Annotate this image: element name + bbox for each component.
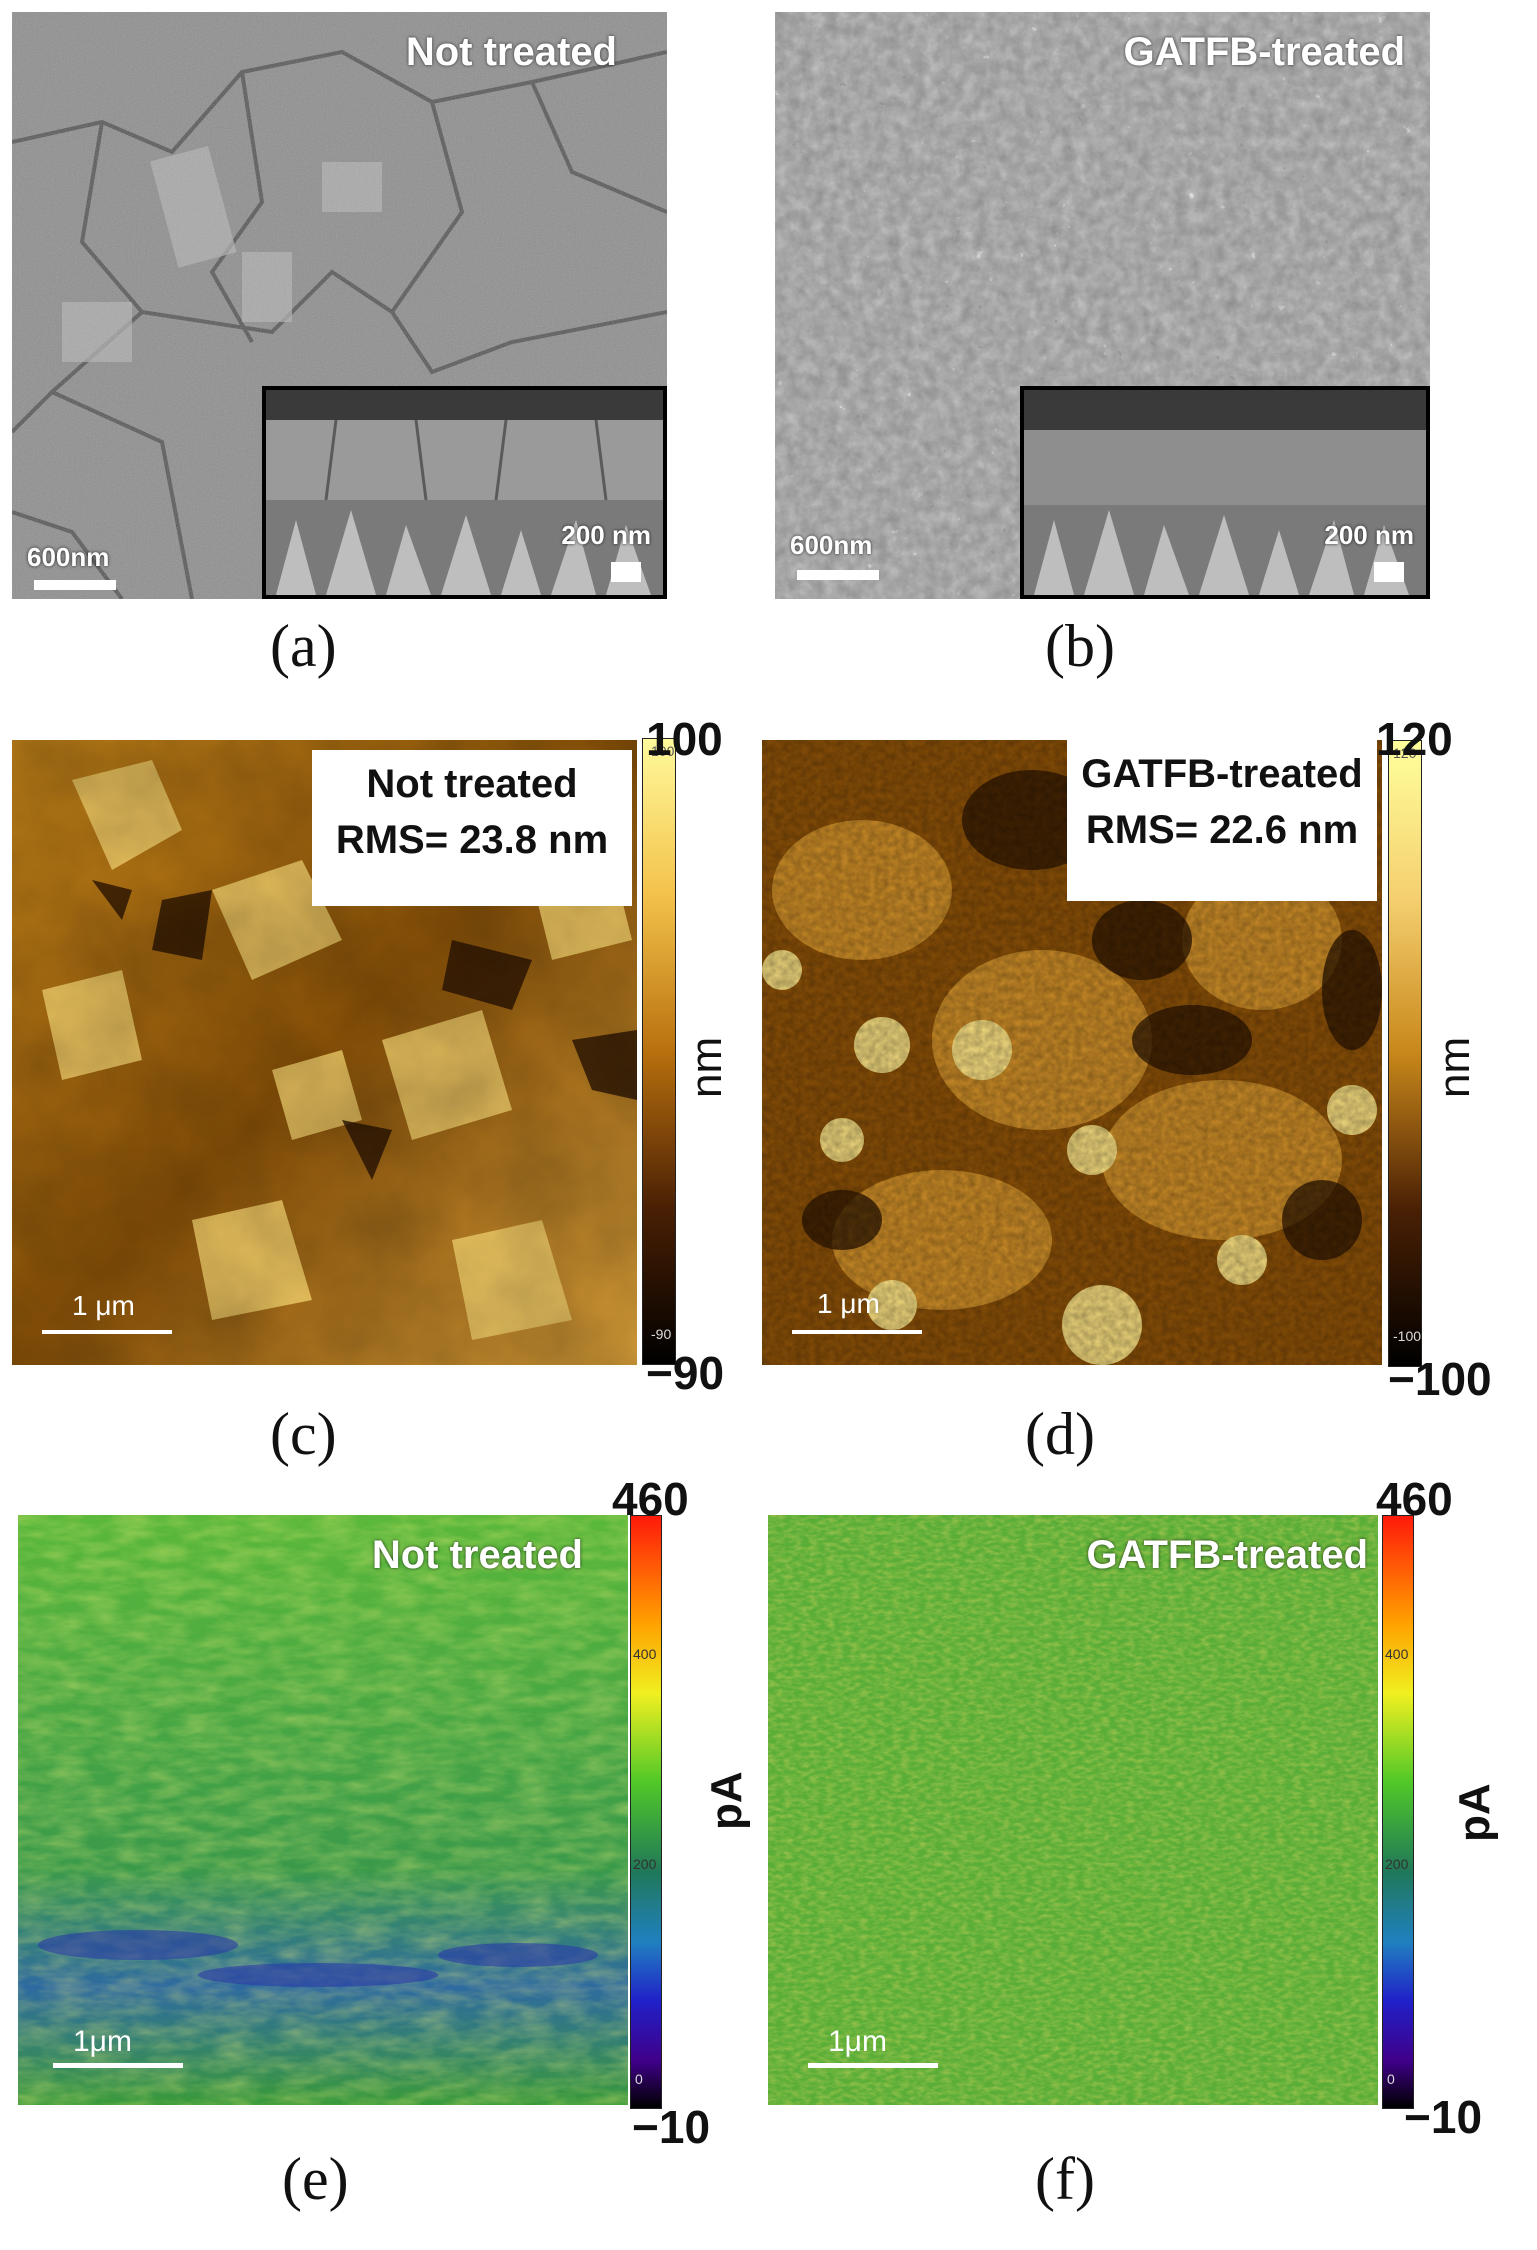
sem-label-a: Not treated: [405, 30, 617, 74]
afm-topography-d: [762, 740, 1382, 1365]
inset-scale-bar-b: [1374, 562, 1404, 582]
scale-bar-a: [34, 580, 116, 590]
scale-text-b: 600nm: [790, 530, 873, 560]
cafm-current-map-f: [768, 1515, 1378, 2105]
caption-a: (a): [270, 613, 337, 679]
caption-d: (d): [1025, 1401, 1095, 1467]
colorbar-unit-f: pA: [1450, 1783, 1499, 1842]
sem-inset-a: 200 nm: [262, 386, 667, 599]
colorbar-min-d: −100: [1388, 1353, 1492, 1405]
colorbar-max-d: 120: [1376, 713, 1453, 765]
afm-label-c: Not treated: [366, 762, 578, 806]
colorbar-unit-e: pA: [702, 1771, 751, 1830]
colorbar-max-c: 100: [646, 713, 723, 765]
inset-scale-text-b: 200 nm: [1324, 520, 1414, 550]
colorbar-d: 120 -100: [1388, 740, 1422, 1367]
scale-text-c: 1 μm: [72, 1290, 135, 1321]
cafm-current-map-e: [18, 1515, 628, 2105]
caption-b: (b): [1045, 613, 1115, 679]
scale-bar-d: [792, 1330, 922, 1334]
afm-info-box-c: Not treated RMS= 23.8 nm: [312, 750, 632, 906]
scale-bar-b: [797, 570, 879, 580]
colorbar-tick-400-e: 400: [633, 1646, 657, 1662]
colorbar-min-e: −10: [632, 2101, 711, 2153]
colorbar-tick-200-f: 200: [1385, 1856, 1409, 1872]
sem-image-a: Not treated 600nm 200 nm: [12, 12, 667, 599]
rms-value-d: RMS= 22.6 nm: [1085, 808, 1359, 852]
colorbar-tick-top-c: 100: [651, 743, 675, 759]
cafm-label-f: GATFB-treated: [1086, 1533, 1368, 1577]
scale-bar-e: [53, 2063, 183, 2068]
cross-section-b: [1024, 390, 1426, 595]
scale-text-f: 1μm: [828, 2025, 887, 2058]
colorbar-tick-0-e: 0: [635, 2071, 643, 2087]
scale-bar-c: [42, 1330, 172, 1334]
colorbar-max-f: 460: [1376, 1473, 1453, 1525]
colorbar-unit-c: nm: [682, 1036, 731, 1098]
scale-text-d: 1 μm: [817, 1288, 880, 1319]
colorbar-min-f: −10: [1404, 2091, 1483, 2143]
caption-e: (e): [282, 2146, 349, 2212]
sem-label-b: GATFB-treated: [1123, 30, 1405, 74]
colorbar-tick-bottom-c: -90: [651, 1326, 672, 1342]
scale-bar-f: [808, 2063, 938, 2068]
colorbar-max-e: 460: [612, 1473, 689, 1525]
colorbar-tick-top-d: 120: [1393, 745, 1417, 761]
afm-info-box-d: GATFB-treated RMS= 22.6 nm: [1067, 740, 1377, 901]
colorbar-c: 100 -90: [642, 738, 676, 1365]
rms-value-c: RMS= 23.8 nm: [335, 818, 609, 862]
caption-c: (c): [270, 1401, 337, 1467]
colorbar-tick-200-e: 200: [633, 1856, 657, 1872]
caption-f: (f): [1035, 2146, 1095, 2212]
cross-section-a: [266, 390, 663, 595]
sem-image-b: GATFB-treated 600nm 200 nm: [775, 12, 1430, 599]
scale-text-e: 1μm: [73, 2025, 132, 2058]
colorbar-tick-0-f: 0: [1387, 2071, 1395, 2087]
afm-label-d: GATFB-treated: [1081, 752, 1363, 796]
afm-image-d: GATFB-treated RMS= 22.6 nm 1 μm: [762, 740, 1382, 1365]
inset-scale-text-a: 200 nm: [561, 520, 651, 550]
afm-image-c: Not treated RMS= 23.8 nm 1 μm: [12, 740, 637, 1365]
cafm-label-e: Not treated: [371, 1533, 583, 1577]
cafm-image-e: Not treated 1μm: [18, 1515, 628, 2105]
inset-scale-bar-a: [611, 562, 641, 582]
colorbar-e: 400 200 0: [630, 1515, 662, 2109]
colorbar-min-c: −90: [646, 1347, 725, 1399]
cafm-image-f: GATFB-treated 1μm: [768, 1515, 1378, 2105]
colorbar-tick-bottom-d: -100: [1393, 1328, 1422, 1344]
colorbar-unit-d: nm: [1430, 1036, 1479, 1098]
sem-inset-b: 200 nm: [1020, 386, 1430, 599]
colorbar-f: 400 200 0: [1382, 1515, 1414, 2109]
colorbar-tick-400-f: 400: [1385, 1646, 1409, 1662]
scale-text-a: 600nm: [27, 542, 110, 572]
